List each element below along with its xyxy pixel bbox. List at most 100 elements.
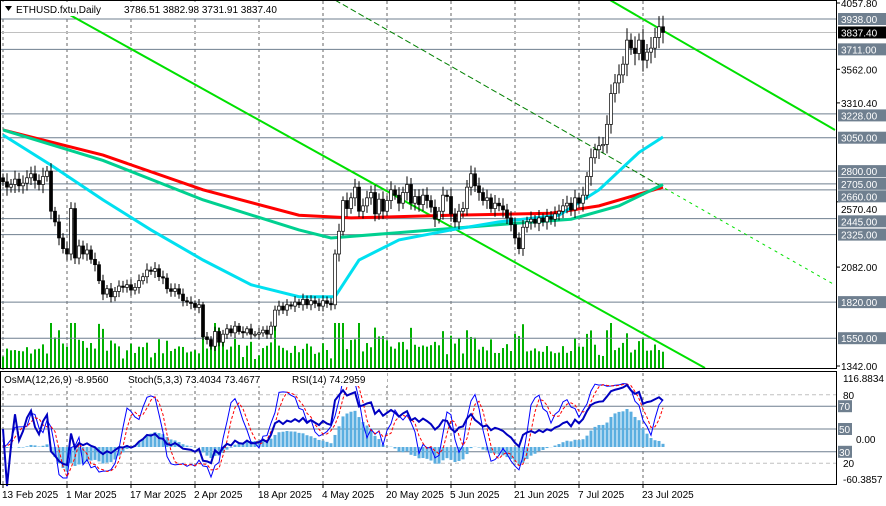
candle-body: [653, 37, 657, 49]
candle-body: [101, 280, 105, 295]
candle-body: [461, 208, 465, 212]
candle-body: [305, 299, 309, 306]
osma-bar: [141, 438, 145, 447]
volume-bar: [526, 351, 528, 368]
volume-bar: [454, 343, 456, 368]
volume-bar: [514, 333, 516, 368]
volume-bar: [22, 351, 24, 368]
price-level-label: 3938.00: [841, 15, 878, 26]
price-level-label: 2800.00: [841, 167, 878, 178]
volume-bar: [162, 353, 164, 368]
volume-bar: [286, 350, 288, 368]
triangle-down-icon[interactable]: [5, 6, 12, 11]
osma-bar: [453, 447, 457, 463]
osma-bar: [461, 447, 465, 460]
candle-body: [177, 288, 181, 295]
osma-bar: [401, 447, 405, 453]
candle-body: [453, 213, 457, 223]
volume-bar: [466, 330, 468, 368]
candle-body: [41, 176, 45, 185]
osma-bar: [537, 447, 541, 452]
volume-bar: [170, 351, 172, 368]
candle-body: [57, 221, 61, 239]
volume-bar: [134, 352, 136, 368]
osma-bar: [657, 440, 661, 447]
volume-bar: [534, 348, 536, 368]
candle-body: [157, 268, 161, 278]
osma-bar: [137, 441, 141, 447]
volume-bar: [634, 349, 636, 368]
volume-bar: [314, 353, 316, 368]
volume-bar: [578, 346, 580, 368]
osma-bar: [569, 441, 573, 447]
volume-bar: [178, 346, 180, 368]
candle-body: [369, 192, 373, 199]
candle-body: [13, 178, 17, 185]
candle-body: [457, 210, 461, 223]
volume-bar: [330, 358, 332, 368]
trendline: [334, 0, 660, 186]
volume-bar: [554, 353, 556, 368]
candle-body: [149, 269, 153, 272]
osma-bar: [321, 440, 325, 447]
price-level-label: 1550.00: [841, 334, 878, 345]
candle-body: [233, 325, 237, 334]
candle-body: [361, 205, 365, 212]
price-level-box: [838, 190, 886, 203]
volume-bar: [34, 349, 36, 368]
price-level-box: [838, 109, 886, 122]
volume-bar: [322, 343, 324, 368]
candle-body: [509, 217, 513, 225]
volume-bar: [402, 341, 404, 368]
volume-bar: [226, 349, 228, 368]
candle-body: [89, 249, 93, 260]
candle-body: [217, 331, 221, 343]
candle-body: [293, 301, 297, 307]
date-tick-label: 13 Feb 2025: [2, 490, 59, 501]
candle-body: [269, 325, 273, 335]
osma-bar: [17, 447, 21, 448]
volume-bar: [74, 323, 76, 368]
osma-bar: [589, 430, 593, 447]
osma-bar: [405, 447, 409, 452]
osma-bar: [397, 447, 401, 452]
candle-body: [593, 149, 597, 159]
candle-body: [385, 200, 389, 212]
volume-bar: [30, 353, 32, 368]
volume-bar: [614, 350, 616, 368]
candle-body: [53, 210, 57, 223]
volume-bar: [358, 323, 360, 368]
volume-bar: [70, 323, 72, 368]
volume-bar: [562, 346, 564, 368]
candle-body: [301, 299, 305, 306]
osma-bar: [245, 441, 249, 447]
volume-bar: [246, 345, 248, 368]
volume-bar: [126, 350, 128, 368]
osma-bar: [89, 447, 93, 461]
volume-bar: [370, 347, 372, 368]
current-price-box: [838, 26, 886, 39]
candle-body: [549, 216, 553, 220]
candle-body: [557, 210, 561, 215]
volume-bar: [294, 345, 296, 368]
volume-bar: [450, 335, 452, 368]
candle-body: [521, 226, 525, 249]
volume-bar: [418, 346, 420, 368]
osma-bar: [617, 411, 621, 447]
volume-bar: [278, 345, 280, 368]
trendline: [658, 184, 836, 286]
candle-body: [377, 198, 381, 215]
volume-bar: [102, 328, 104, 368]
volume-bar: [326, 349, 328, 368]
osma-bar: [109, 447, 113, 463]
osma-bar: [369, 428, 373, 447]
date-tick-label: 20 May 2025: [386, 490, 444, 501]
volume-bar: [146, 342, 148, 368]
volume-bar: [362, 351, 364, 368]
volume-bar: [518, 336, 520, 368]
candle-body: [633, 47, 637, 54]
osma-bar: [421, 447, 425, 459]
osma-bar: [25, 446, 29, 447]
